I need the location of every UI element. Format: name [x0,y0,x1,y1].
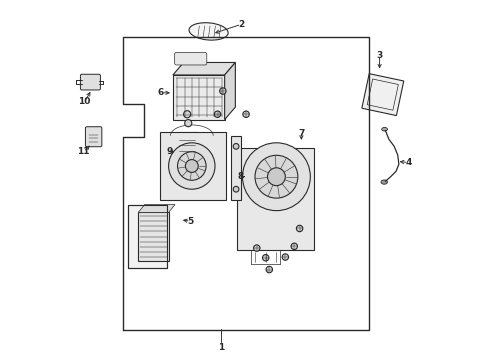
Circle shape [183,111,190,118]
Circle shape [219,88,226,94]
Text: 10: 10 [78,97,91,106]
Circle shape [168,143,214,189]
Circle shape [242,143,310,211]
Text: 3: 3 [376,51,382,60]
Circle shape [233,186,239,192]
Circle shape [233,144,239,149]
Text: 8: 8 [237,172,243,181]
Circle shape [266,266,272,273]
Text: 11: 11 [77,147,90,156]
Polygon shape [224,62,235,120]
FancyBboxPatch shape [174,52,206,65]
Circle shape [262,255,268,261]
Circle shape [177,152,206,180]
Polygon shape [138,205,175,212]
Ellipse shape [380,180,387,184]
Polygon shape [361,74,403,116]
Bar [177,132,197,155]
Bar [172,75,224,120]
Circle shape [242,111,249,117]
Circle shape [255,155,297,198]
Bar [127,205,166,268]
FancyBboxPatch shape [80,74,100,90]
Circle shape [282,254,288,260]
Text: 5: 5 [187,217,194,226]
Text: 4: 4 [405,158,411,167]
Circle shape [296,225,302,232]
Circle shape [253,245,259,251]
Text: 6: 6 [158,88,164,97]
FancyBboxPatch shape [85,127,102,147]
Bar [237,148,313,250]
Bar [138,212,168,261]
Circle shape [185,160,198,172]
Text: 1: 1 [217,342,224,352]
Circle shape [290,243,297,250]
Circle shape [267,168,285,186]
Circle shape [214,111,220,117]
Circle shape [184,120,191,127]
Bar [160,132,226,200]
Text: 7: 7 [298,129,304,139]
Text: 2: 2 [238,20,244,29]
Ellipse shape [189,23,227,40]
Polygon shape [172,62,235,75]
Text: 9: 9 [166,147,172,156]
Ellipse shape [381,127,387,131]
Bar [230,136,241,200]
